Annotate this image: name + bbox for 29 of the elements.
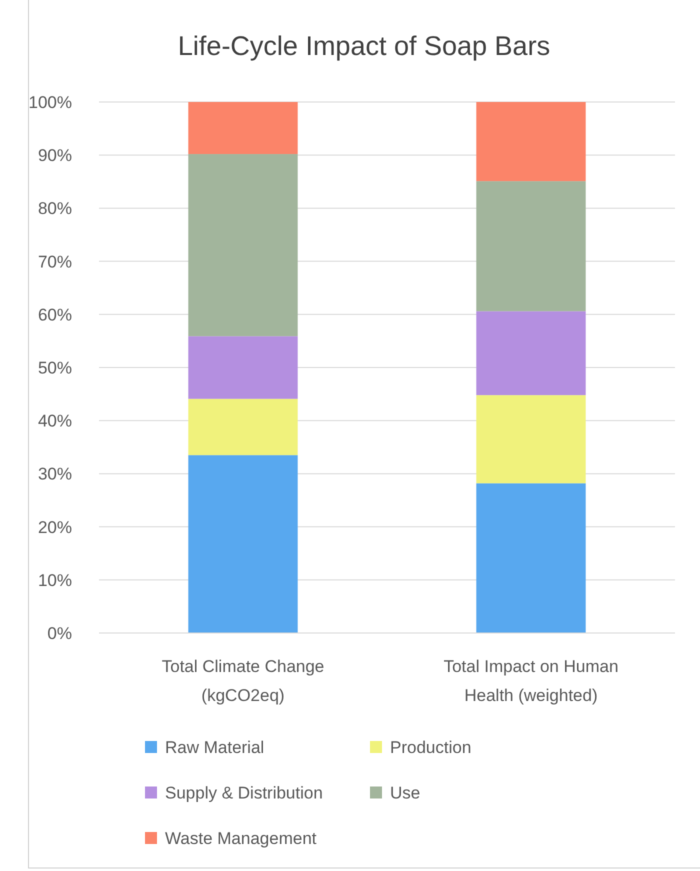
y-tick-label: 20% bbox=[38, 518, 72, 537]
chart-title: Life-Cycle Impact of Soap Bars bbox=[178, 31, 550, 61]
legend-label: Raw Material bbox=[165, 738, 264, 757]
y-tick-label: 50% bbox=[38, 358, 72, 378]
y-tick-label: 70% bbox=[38, 252, 72, 272]
bar bbox=[476, 102, 586, 182]
y-tick-label: 100% bbox=[28, 92, 72, 112]
bar bbox=[476, 311, 586, 396]
x-tick-label: Total Climate Change (kgCO2eq) bbox=[162, 657, 324, 705]
y-tick-label: 60% bbox=[38, 305, 72, 324]
bar bbox=[188, 336, 298, 399]
y-tick-label: 0% bbox=[47, 624, 72, 643]
bar bbox=[476, 181, 586, 312]
bar bbox=[476, 483, 586, 633]
y-tick-label: 10% bbox=[38, 570, 72, 590]
bar bbox=[188, 398, 298, 456]
y-tick-label: 90% bbox=[38, 146, 72, 166]
y-tick-label: 80% bbox=[38, 199, 72, 218]
legend-label: Use bbox=[390, 783, 420, 802]
legend-label: Production bbox=[390, 738, 472, 757]
y-tick-label: 30% bbox=[38, 464, 72, 484]
legend-label: Waste Management bbox=[165, 828, 317, 848]
bar bbox=[476, 395, 586, 484]
legend-label: Supply & Distribution bbox=[165, 783, 323, 802]
x-tick-label: Total Impact on Human Health (weighted) bbox=[444, 657, 618, 705]
bar bbox=[188, 154, 298, 336]
bar bbox=[188, 455, 298, 633]
bar bbox=[188, 102, 298, 154]
y-tick-label: 40% bbox=[38, 412, 72, 431]
